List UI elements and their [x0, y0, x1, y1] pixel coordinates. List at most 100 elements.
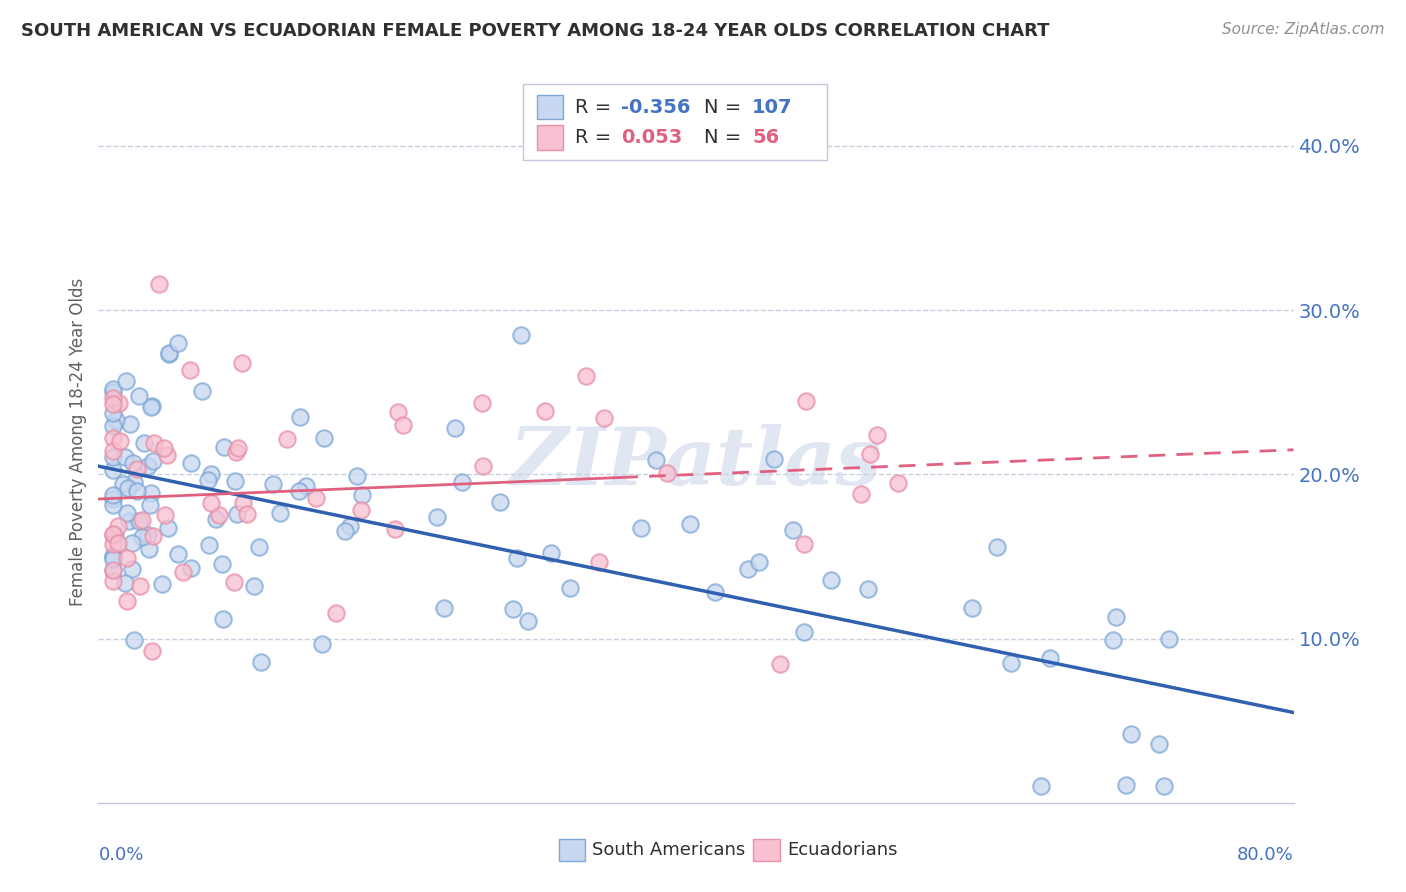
Point	[103, 527, 125, 541]
Point	[200, 496, 222, 510]
Point	[103, 498, 125, 512]
Point	[516, 614, 538, 628]
Point	[103, 491, 125, 506]
Point	[859, 447, 882, 461]
Point	[856, 582, 879, 596]
Point	[226, 441, 249, 455]
Point	[103, 536, 125, 550]
Point	[247, 540, 270, 554]
Point	[180, 560, 202, 574]
Point	[112, 476, 135, 491]
Point	[471, 458, 494, 473]
Point	[212, 441, 235, 455]
Point	[352, 488, 374, 502]
Point	[200, 467, 222, 481]
Point	[339, 519, 361, 533]
Point	[1119, 727, 1142, 741]
Point	[350, 503, 373, 517]
Point	[506, 550, 529, 565]
Point	[1153, 780, 1175, 794]
Point	[143, 435, 166, 450]
Text: Source: ZipAtlas.com: Source: ZipAtlas.com	[1222, 22, 1385, 37]
Point	[103, 406, 125, 420]
Text: 0.053: 0.053	[620, 128, 682, 147]
Point	[208, 508, 231, 522]
Point	[117, 551, 139, 566]
Point	[312, 431, 335, 445]
Text: 0.0%: 0.0%	[98, 847, 143, 864]
Point	[534, 404, 557, 418]
Point	[222, 574, 245, 589]
Point	[392, 417, 415, 432]
Point	[134, 436, 156, 450]
Point	[180, 456, 202, 470]
Point	[153, 441, 176, 455]
Point	[242, 579, 264, 593]
Point	[118, 417, 141, 432]
Point	[103, 450, 125, 465]
Bar	[754, 838, 780, 861]
Point	[131, 530, 153, 544]
Point	[122, 457, 145, 471]
Point	[748, 555, 770, 569]
Point	[167, 336, 190, 351]
Point	[204, 511, 226, 525]
Point	[262, 476, 284, 491]
Point	[103, 528, 125, 542]
Point	[121, 535, 143, 549]
Point	[127, 462, 149, 476]
Point	[128, 515, 150, 529]
Point	[763, 452, 786, 467]
Point	[236, 507, 259, 521]
Point	[172, 565, 194, 579]
Point	[141, 644, 163, 658]
Point	[103, 549, 125, 564]
Point	[737, 562, 759, 576]
Point	[141, 401, 163, 415]
Point	[197, 473, 219, 487]
Point	[136, 528, 159, 542]
Point	[1039, 651, 1062, 665]
Point	[128, 579, 150, 593]
Text: R =: R =	[575, 97, 617, 117]
Point	[793, 537, 815, 551]
Point	[114, 450, 136, 465]
Point	[131, 513, 153, 527]
Point	[1000, 656, 1022, 670]
Point	[117, 482, 139, 496]
Point	[103, 564, 125, 578]
Point	[127, 483, 149, 498]
Point	[325, 607, 347, 621]
Text: 80.0%: 80.0%	[1237, 847, 1294, 864]
Point	[103, 431, 125, 445]
Point	[849, 487, 872, 501]
Point	[103, 397, 125, 411]
Point	[232, 496, 254, 510]
Point	[433, 601, 456, 615]
Point	[866, 428, 889, 442]
Point	[225, 445, 247, 459]
Text: R =: R =	[575, 128, 617, 147]
Point	[986, 540, 1008, 554]
Point	[103, 488, 125, 502]
Point	[138, 541, 160, 556]
Text: SOUTH AMERICAN VS ECUADORIAN FEMALE POVERTY AMONG 18-24 YEAR OLDS CORRELATION CH: SOUTH AMERICAN VS ECUADORIAN FEMALE POVE…	[21, 22, 1050, 40]
Point	[108, 396, 131, 410]
Point	[211, 557, 233, 571]
Point	[887, 475, 910, 490]
Text: N =: N =	[704, 97, 748, 117]
Point	[451, 475, 474, 490]
Point	[794, 393, 817, 408]
Point	[1101, 633, 1123, 648]
Point	[115, 593, 138, 607]
Point	[114, 575, 136, 590]
Point	[107, 519, 129, 533]
Point	[138, 498, 160, 512]
Point	[103, 550, 125, 565]
Point	[198, 538, 221, 552]
Point	[121, 562, 143, 576]
Point	[103, 419, 125, 434]
Point	[558, 581, 581, 595]
Point	[1115, 778, 1137, 792]
Text: ZIPatlas: ZIPatlas	[510, 425, 882, 502]
